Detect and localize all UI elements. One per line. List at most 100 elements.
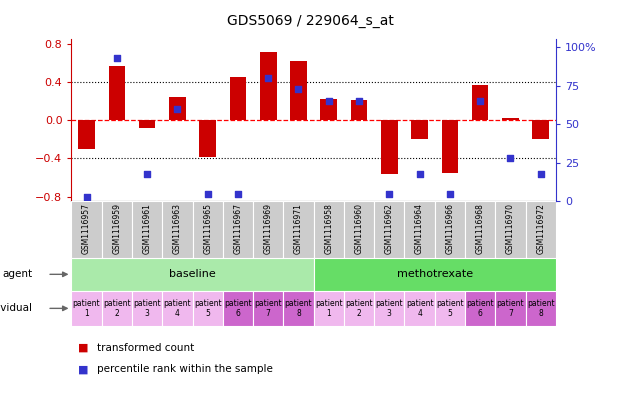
Bar: [472, 85, 489, 120]
Point: [142, 171, 152, 177]
Point: [445, 191, 455, 197]
Bar: [314, 201, 344, 258]
Text: transformed count: transformed count: [97, 343, 195, 353]
Bar: [465, 290, 495, 326]
Point: [294, 86, 304, 92]
Bar: [374, 290, 404, 326]
Text: patient
7: patient 7: [255, 299, 282, 318]
Text: patient
2: patient 2: [345, 299, 373, 318]
Bar: [223, 201, 253, 258]
Point: [384, 191, 394, 197]
Bar: [314, 290, 344, 326]
Text: GSM1116964: GSM1116964: [415, 203, 424, 254]
Bar: [532, 120, 549, 140]
Text: GSM1116967: GSM1116967: [233, 203, 242, 254]
Text: patient
7: patient 7: [497, 299, 524, 318]
Bar: [411, 120, 428, 140]
Bar: [162, 201, 193, 258]
Point: [202, 191, 212, 197]
Bar: [344, 290, 374, 326]
Point: [536, 171, 546, 177]
Bar: [502, 118, 519, 120]
Text: patient
8: patient 8: [284, 299, 312, 318]
Bar: [465, 201, 495, 258]
Text: individual: individual: [0, 303, 32, 313]
Bar: [314, 258, 556, 290]
Bar: [525, 201, 556, 258]
Text: patient
4: patient 4: [163, 299, 191, 318]
Bar: [71, 290, 102, 326]
Text: patient
3: patient 3: [134, 299, 161, 318]
Text: GDS5069 / 229064_s_at: GDS5069 / 229064_s_at: [227, 14, 394, 28]
Bar: [404, 201, 435, 258]
Text: GSM1116958: GSM1116958: [324, 203, 333, 254]
Bar: [381, 120, 397, 174]
Bar: [109, 66, 125, 120]
Text: ■: ■: [78, 343, 88, 353]
Text: patient
4: patient 4: [406, 299, 433, 318]
Text: GSM1116960: GSM1116960: [355, 203, 363, 254]
Bar: [525, 290, 556, 326]
Bar: [102, 290, 132, 326]
Text: ■: ■: [78, 364, 88, 375]
Point: [173, 106, 183, 112]
Text: GSM1116959: GSM1116959: [112, 203, 121, 254]
Text: patient
6: patient 6: [466, 299, 494, 318]
Text: GSM1116970: GSM1116970: [506, 203, 515, 254]
Text: patient
6: patient 6: [224, 299, 252, 318]
Text: patient
1: patient 1: [315, 299, 343, 318]
Text: patient
5: patient 5: [194, 299, 222, 318]
Bar: [435, 201, 465, 258]
Text: GSM1116969: GSM1116969: [264, 203, 273, 254]
Text: patient
3: patient 3: [376, 299, 403, 318]
Bar: [351, 100, 368, 120]
Point: [415, 171, 425, 177]
Bar: [71, 201, 102, 258]
Point: [505, 155, 515, 161]
Bar: [442, 120, 458, 173]
Text: GSM1116962: GSM1116962: [385, 203, 394, 254]
Bar: [404, 290, 435, 326]
Text: GSM1116961: GSM1116961: [143, 203, 152, 254]
Bar: [320, 99, 337, 120]
Bar: [102, 201, 132, 258]
Bar: [223, 290, 253, 326]
Text: GSM1116972: GSM1116972: [536, 203, 545, 254]
Bar: [290, 61, 307, 120]
Bar: [162, 290, 193, 326]
Point: [263, 75, 273, 81]
Bar: [138, 120, 155, 128]
Text: GSM1116957: GSM1116957: [82, 203, 91, 254]
Text: patient
2: patient 2: [103, 299, 130, 318]
Bar: [283, 201, 314, 258]
Point: [475, 98, 485, 104]
Text: GSM1116971: GSM1116971: [294, 203, 303, 254]
Bar: [78, 120, 95, 149]
Text: patient
1: patient 1: [73, 299, 101, 318]
Point: [233, 191, 243, 197]
Point: [81, 194, 91, 200]
Text: patient
5: patient 5: [436, 299, 464, 318]
Text: patient
8: patient 8: [527, 299, 555, 318]
Text: GSM1116965: GSM1116965: [203, 203, 212, 254]
Bar: [435, 290, 465, 326]
Text: agent: agent: [2, 269, 32, 279]
Text: methotrexate: methotrexate: [397, 269, 473, 279]
Bar: [495, 201, 525, 258]
Point: [354, 98, 364, 104]
Bar: [132, 201, 162, 258]
Bar: [193, 290, 223, 326]
Bar: [495, 290, 525, 326]
Text: GSM1116966: GSM1116966: [445, 203, 455, 254]
Bar: [253, 201, 283, 258]
Bar: [253, 290, 283, 326]
Point: [324, 98, 333, 104]
Text: baseline: baseline: [169, 269, 216, 279]
Bar: [344, 201, 374, 258]
Bar: [71, 258, 314, 290]
Text: GSM1116963: GSM1116963: [173, 203, 182, 254]
Text: GSM1116968: GSM1116968: [476, 203, 484, 254]
Bar: [199, 120, 216, 156]
Bar: [230, 77, 247, 120]
Bar: [374, 201, 404, 258]
